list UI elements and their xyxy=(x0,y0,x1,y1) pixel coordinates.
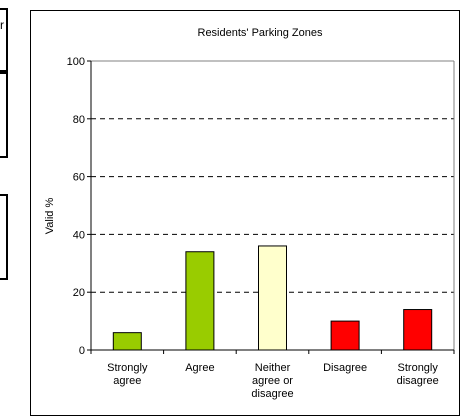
x-tick-label: disagree xyxy=(251,388,293,400)
bar xyxy=(185,251,215,351)
left-panel-box-top xyxy=(0,8,8,72)
x-tick-label: Strongly xyxy=(107,362,148,374)
bars-layer xyxy=(112,245,433,351)
y-tick-label: 0 xyxy=(79,345,85,357)
x-tick-label: disagree xyxy=(397,375,439,387)
x-tick-label: agree or xyxy=(252,375,293,387)
y-tick-label: 20 xyxy=(73,287,85,299)
bar xyxy=(330,320,360,351)
left-panel-box-bottom xyxy=(0,194,8,280)
left-panel-box-middle xyxy=(0,72,8,158)
bar xyxy=(258,245,287,351)
y-tick-label: 80 xyxy=(73,114,85,126)
bar xyxy=(403,309,433,351)
y-axis-label: Valid % xyxy=(44,198,56,235)
bar xyxy=(112,332,142,351)
axes-layer xyxy=(87,60,455,354)
y-tick-label: 60 xyxy=(73,172,85,184)
x-tick-label: Disagree xyxy=(323,362,367,374)
left-panel-glyph: r xyxy=(0,18,4,32)
x-tick-label: agree xyxy=(113,375,141,387)
y-tick-label: 100 xyxy=(67,56,85,68)
y-tick-label: 40 xyxy=(73,229,85,241)
chart-frame: Residents' Parking Zones Valid % 0 20 40 60… xyxy=(30,10,460,416)
bar-chart: Residents' Parking Zones Valid % 0 20 40 60… xyxy=(44,27,455,400)
x-tick-label: Strongly xyxy=(398,362,439,374)
chart-title: Residents' Parking Zones xyxy=(198,27,323,39)
x-tick-label: Agree xyxy=(185,362,214,374)
x-tick-label: Neither xyxy=(255,362,291,374)
